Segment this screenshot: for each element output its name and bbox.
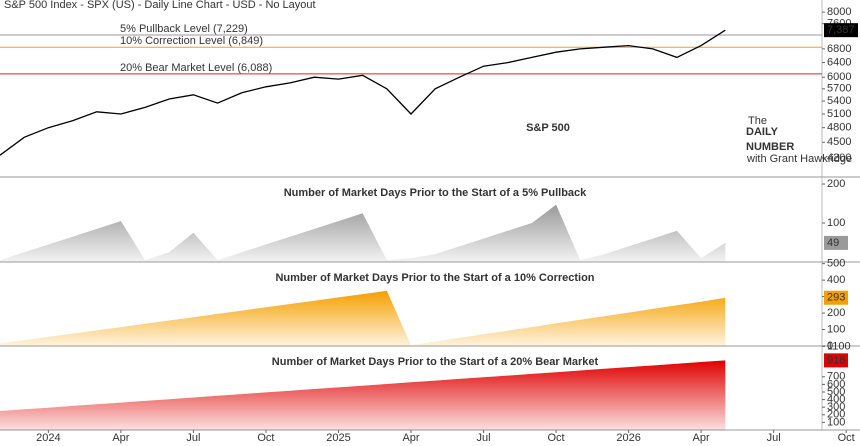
y-tick-label: 5400 xyxy=(827,95,851,107)
y-tick-label: 400 xyxy=(827,393,845,405)
y-tick-label: 4200 xyxy=(827,152,851,164)
x-tick-label: Jul xyxy=(476,432,490,444)
logo-byline: with Grant Hawkridge xyxy=(746,153,852,165)
y-tick-label: 6400 xyxy=(827,57,851,69)
price-line xyxy=(0,29,726,156)
panel-title: Number of Market Days Prior to the Start… xyxy=(272,356,599,368)
panel-title: Number of Market Days Prior to the Start… xyxy=(284,187,587,199)
current-value-box xyxy=(824,23,858,38)
y-tick-label: 300 xyxy=(827,401,845,413)
x-tick-label: Oct xyxy=(547,432,564,444)
x-tick-label: Jul xyxy=(767,432,781,444)
y-tick-label: 1100 xyxy=(827,340,851,352)
area xyxy=(0,290,726,346)
chart-subtitle: S&P 500 Index - SPX (US) - Daily Line Ch… xyxy=(4,0,316,11)
y-tick-label: 200 xyxy=(827,178,845,190)
y-tick-label: 4800 xyxy=(827,122,851,134)
x-tick-label: 2026 xyxy=(616,432,640,444)
area xyxy=(0,204,726,262)
current-value-box xyxy=(824,290,848,305)
level-label: 5% Pullback Level (7,229) xyxy=(120,23,248,35)
level-label: 20% Bear Market Level (6,088) xyxy=(120,62,272,74)
logo-line2: NUMBER xyxy=(746,141,794,153)
y-tick-label: 8000 xyxy=(827,6,851,18)
y-tick-label: 400 xyxy=(827,274,845,286)
current-value-box xyxy=(824,353,848,368)
x-tick-label: Apr xyxy=(402,432,419,444)
logo-line1: DAILY xyxy=(746,126,779,138)
y-tick-label: 200 xyxy=(827,409,845,421)
x-tick-label: Apr xyxy=(112,432,129,444)
panel-title: Number of Market Days Prior to the Start… xyxy=(275,272,594,284)
y-tick-label: 700 xyxy=(827,371,845,383)
y-tick-label: 6000 xyxy=(827,71,851,83)
x-tick-label: Oct xyxy=(257,432,274,444)
y-tick-label: 6800 xyxy=(827,43,851,55)
y-tick-label: 100 xyxy=(827,416,845,428)
logo-top: The xyxy=(748,115,767,127)
x-tick-label: Jul xyxy=(186,432,200,444)
y-tick-label: 200 xyxy=(827,307,845,319)
y-tick-label: 100 xyxy=(827,217,845,229)
y-tick-label: 600 xyxy=(827,378,845,390)
x-tick-label: Oct xyxy=(838,432,855,444)
y-tick-label: 5700 xyxy=(827,83,851,95)
current-value-label: 49 xyxy=(827,237,839,249)
x-tick-label: 2024 xyxy=(36,432,60,444)
current-value-box xyxy=(824,235,848,250)
current-value-label: 7,387 xyxy=(827,24,855,36)
y-tick-label: 0 xyxy=(827,340,833,352)
chart-title: S&P 500 xyxy=(526,122,570,134)
x-tick-label: Apr xyxy=(693,432,710,444)
y-tick-label: 500 xyxy=(827,386,845,398)
y-tick-label: 500 xyxy=(827,258,845,270)
current-value-label: 293 xyxy=(827,292,845,304)
level-label: 10% Correction Level (6,849) xyxy=(120,35,263,47)
x-tick-label: 2025 xyxy=(326,432,350,444)
current-value-label: 916 xyxy=(827,354,845,366)
y-tick-label: 100 xyxy=(827,323,845,335)
y-tick-label: 5100 xyxy=(827,108,851,120)
y-tick-label: 4500 xyxy=(827,136,851,148)
area xyxy=(0,360,726,430)
